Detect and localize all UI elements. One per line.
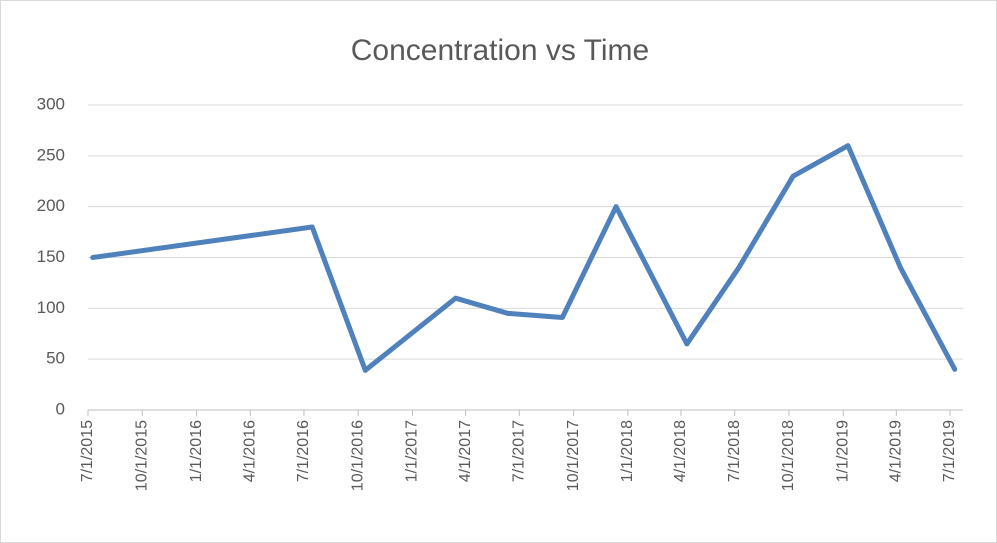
y-tick-label: 200 xyxy=(37,196,65,215)
line-series xyxy=(90,143,958,373)
x-tick-label: 1/1/2017 xyxy=(404,420,421,482)
y-tick-label: 250 xyxy=(37,145,65,164)
x-tick-label: 10/1/2016 xyxy=(349,420,366,491)
x-tick-label: 4/1/2018 xyxy=(672,420,689,482)
x-tick-label: 7/1/2016 xyxy=(295,420,312,482)
x-tick-label: 10/1/2015 xyxy=(134,420,151,491)
x-tick-label: 7/1/2019 xyxy=(941,420,958,482)
x-tick-label: 4/1/2016 xyxy=(241,420,258,482)
y-tick-label: 100 xyxy=(37,298,65,317)
x-tick-label: 4/1/2017 xyxy=(457,420,474,482)
chart-title: Concentration vs Time xyxy=(351,34,649,67)
y-tick-label: 150 xyxy=(37,247,65,266)
x-tick-label: 10/1/2017 xyxy=(565,420,582,491)
x-tick-label: 10/1/2018 xyxy=(780,420,797,491)
x-tick-label: 7/1/2017 xyxy=(511,420,528,482)
x-tick-label: 1/1/2016 xyxy=(188,420,205,482)
x-tick-label: 4/1/2019 xyxy=(888,420,905,482)
y-tick-label: 0 xyxy=(56,399,65,418)
x-tick-label: 1/1/2019 xyxy=(834,420,851,482)
x-tick-label: 7/1/2015 xyxy=(79,420,96,482)
x-tick-label: 1/1/2018 xyxy=(619,420,636,482)
y-tick-label: 300 xyxy=(37,94,65,113)
x-tick-label: 7/1/2018 xyxy=(726,420,743,482)
y-tick-label: 50 xyxy=(46,349,65,368)
